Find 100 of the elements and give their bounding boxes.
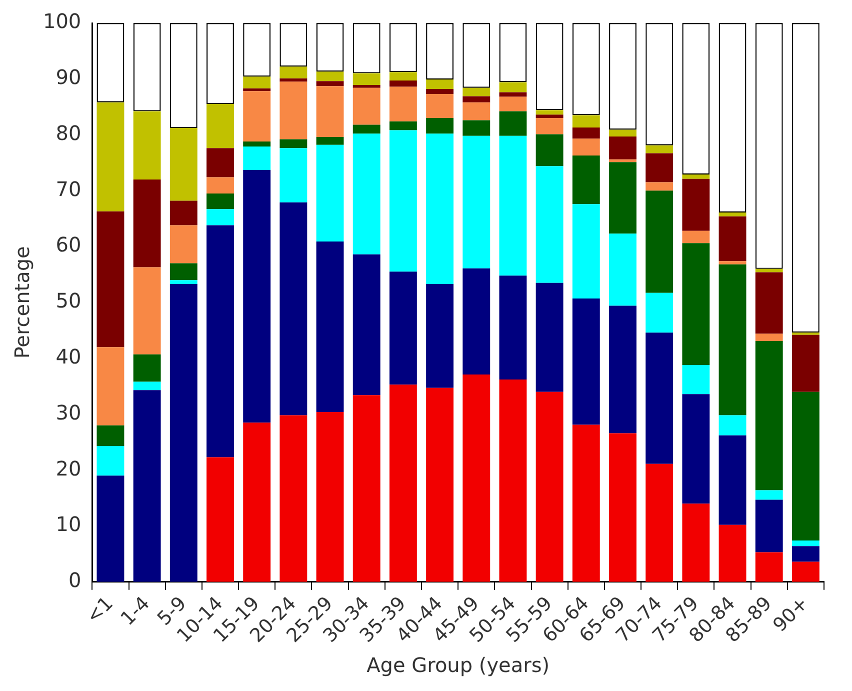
bar (682, 174, 710, 179)
bar (536, 282, 564, 392)
bar (170, 280, 198, 284)
bar (280, 148, 308, 202)
bar (646, 292, 674, 333)
bar (316, 242, 344, 412)
bar (462, 136, 490, 268)
y-tick-label: 80 (56, 120, 82, 145)
bar (280, 66, 308, 78)
bar (536, 118, 564, 134)
y-tick-label: 30 (56, 400, 82, 424)
bar (682, 178, 710, 231)
bar (718, 415, 746, 436)
bar (426, 94, 454, 118)
bar (646, 182, 674, 191)
y-tick-label: 0 (68, 568, 82, 592)
bar (243, 422, 271, 582)
bar (755, 490, 783, 500)
bar (389, 86, 417, 122)
bar (389, 72, 417, 81)
bar (755, 552, 783, 582)
bar (609, 162, 636, 234)
bar (646, 190, 674, 293)
bar (499, 82, 527, 92)
bar (352, 85, 380, 88)
bar (206, 193, 234, 210)
bar (536, 114, 564, 118)
bar (536, 134, 564, 166)
bar (389, 130, 417, 272)
bar (389, 80, 417, 87)
bar (609, 433, 636, 582)
bar (755, 500, 783, 552)
bar (572, 138, 600, 156)
bar (170, 284, 198, 582)
bar (243, 88, 271, 92)
bar (646, 464, 674, 582)
bar (243, 146, 271, 170)
y-tick-label: 90 (56, 65, 82, 90)
bar (316, 81, 344, 86)
bar (499, 111, 527, 136)
bar (206, 177, 234, 194)
bar (499, 96, 527, 112)
bar (646, 153, 674, 182)
y-tick-label: 60 (56, 232, 82, 257)
bar (243, 91, 271, 142)
y-tick-label: 100 (42, 9, 82, 34)
bar (96, 102, 124, 212)
bar (718, 261, 746, 264)
bar (316, 86, 344, 138)
bar (206, 457, 234, 582)
bar (206, 225, 234, 458)
bar (572, 128, 600, 139)
bar (646, 145, 674, 154)
bar (316, 137, 344, 145)
y-tick-label: 10 (56, 512, 82, 536)
bar (96, 211, 124, 348)
bar (426, 388, 454, 582)
bar (206, 148, 234, 178)
bar (755, 268, 783, 272)
bar (389, 121, 417, 130)
bar (280, 415, 308, 582)
bar (426, 79, 454, 89)
bar (280, 78, 308, 82)
bar (316, 72, 344, 82)
bar (682, 394, 710, 504)
bar (352, 254, 380, 396)
y-tick-label: 20 (56, 456, 82, 480)
bar (133, 382, 161, 390)
bar (206, 209, 234, 226)
bar (755, 272, 783, 334)
bar (609, 130, 636, 136)
bar (133, 390, 161, 582)
bar (426, 118, 454, 134)
bar (426, 134, 454, 284)
bar (133, 354, 161, 382)
bar (170, 128, 198, 201)
x-tick-label: <1 (82, 592, 118, 628)
bar (718, 524, 746, 582)
bar (609, 159, 636, 162)
bar (462, 102, 490, 120)
bar (316, 144, 344, 242)
bar (426, 88, 454, 94)
bar (352, 124, 380, 134)
y-tick-label: 70 (56, 176, 82, 201)
bar (536, 166, 564, 283)
bar (718, 216, 746, 262)
bar (572, 115, 600, 128)
bar (280, 82, 308, 140)
bar (499, 276, 527, 380)
bar (682, 504, 710, 582)
bar (243, 170, 271, 423)
bar (206, 104, 234, 148)
bar (243, 141, 271, 147)
bar (96, 425, 124, 446)
bar (133, 111, 161, 180)
bar (609, 136, 636, 160)
bar (536, 110, 564, 115)
bar (572, 155, 600, 204)
bar (96, 446, 124, 476)
bar (499, 136, 527, 276)
